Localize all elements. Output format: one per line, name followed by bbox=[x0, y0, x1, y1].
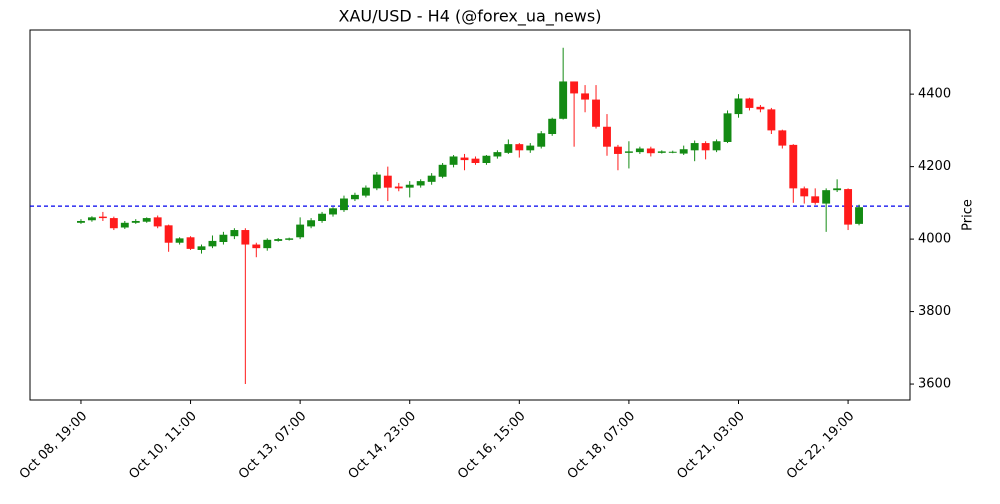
chart-title: XAU/USD - H4 (@forex_ua_news) bbox=[339, 7, 602, 27]
candle-body bbox=[186, 237, 195, 249]
candle-body bbox=[548, 118, 557, 135]
candle-body bbox=[318, 213, 326, 221]
candle-body bbox=[197, 246, 206, 250]
candle-body bbox=[789, 144, 798, 189]
candle-body bbox=[263, 239, 272, 249]
candle-body bbox=[537, 133, 546, 147]
candle-body bbox=[87, 217, 96, 221]
candle-body bbox=[778, 130, 787, 146]
x-tick-label: Oct 16, 15:00 bbox=[455, 409, 528, 482]
candle-body bbox=[307, 220, 316, 227]
candle-body bbox=[624, 151, 633, 153]
candle-body bbox=[120, 222, 129, 228]
candle-body bbox=[98, 216, 107, 219]
candle-body bbox=[230, 230, 239, 237]
candle-body bbox=[515, 144, 524, 151]
candle-body bbox=[394, 186, 403, 189]
candle-body bbox=[438, 164, 447, 177]
x-tick-label: Oct 18, 07:00 bbox=[565, 409, 638, 482]
x-tick-label: Oct 22, 19:00 bbox=[784, 409, 857, 482]
candle-body bbox=[142, 218, 151, 222]
candle-body bbox=[482, 155, 491, 163]
candle-body bbox=[559, 81, 568, 119]
candle-body bbox=[592, 99, 600, 127]
y-tick-label: 4400 bbox=[918, 87, 951, 102]
candle-body bbox=[756, 106, 765, 110]
candle-body bbox=[734, 98, 743, 115]
candle-body bbox=[526, 145, 535, 151]
candle-body bbox=[723, 113, 732, 142]
candle-body bbox=[471, 158, 480, 163]
candle-body bbox=[668, 151, 677, 153]
candle-body bbox=[603, 126, 611, 147]
candle-body bbox=[833, 188, 842, 191]
y-tick-label: 4000 bbox=[918, 232, 951, 247]
x-tick-label: Oct 14, 23:00 bbox=[346, 409, 419, 482]
candle-body bbox=[329, 208, 337, 215]
candle-body bbox=[296, 224, 305, 238]
candle-body bbox=[855, 207, 863, 224]
candle-body bbox=[811, 196, 820, 203]
candle-body bbox=[460, 157, 469, 161]
candle-body bbox=[581, 93, 590, 100]
candle-body bbox=[77, 220, 85, 223]
candle-body bbox=[614, 146, 622, 154]
candle-body bbox=[109, 218, 118, 229]
candle-body bbox=[635, 148, 644, 153]
candle-body bbox=[131, 220, 140, 223]
candle-body bbox=[767, 109, 776, 131]
candle-body bbox=[427, 175, 436, 182]
candle-body bbox=[570, 81, 579, 94]
candle-body bbox=[844, 189, 853, 225]
candle-body bbox=[701, 143, 710, 151]
y-tick-label: 3600 bbox=[918, 377, 951, 392]
y-tick-label: 3800 bbox=[918, 304, 951, 319]
y-tick-label: 4200 bbox=[918, 159, 951, 174]
x-tick-label: Oct 08, 19:00 bbox=[17, 409, 90, 482]
candle-body bbox=[745, 98, 754, 108]
candle-body bbox=[504, 144, 513, 153]
candle-body bbox=[679, 149, 688, 154]
candle-body bbox=[153, 217, 162, 227]
candle-body bbox=[405, 184, 414, 188]
candle-body bbox=[690, 143, 699, 151]
candle-body bbox=[646, 148, 655, 154]
candle-body bbox=[175, 238, 184, 243]
candle-body bbox=[449, 156, 458, 165]
candle-body bbox=[285, 238, 294, 240]
candle-body bbox=[800, 188, 809, 197]
x-tick-label: Oct 21, 03:00 bbox=[674, 409, 747, 482]
plot-frame bbox=[29, 29, 911, 401]
candle-body bbox=[657, 151, 666, 153]
candle-body bbox=[350, 194, 359, 200]
candle-body bbox=[241, 230, 250, 245]
y-axis-label: Price bbox=[961, 199, 976, 231]
candle-body bbox=[712, 141, 721, 151]
x-tick-label: Oct 10, 11:00 bbox=[126, 409, 199, 482]
candle-body bbox=[340, 198, 348, 211]
candle-body bbox=[252, 244, 261, 249]
candle-body bbox=[383, 175, 392, 188]
candle-body bbox=[416, 181, 425, 186]
x-tick-label: Oct 13, 07:00 bbox=[236, 409, 309, 482]
candle-body bbox=[274, 239, 283, 241]
candle-body bbox=[219, 234, 228, 242]
candle-body bbox=[822, 190, 831, 204]
candle-body bbox=[164, 225, 173, 243]
candle-body bbox=[372, 174, 381, 189]
candle-body bbox=[493, 152, 502, 157]
candle-body bbox=[361, 187, 370, 196]
candle-body bbox=[208, 240, 217, 247]
